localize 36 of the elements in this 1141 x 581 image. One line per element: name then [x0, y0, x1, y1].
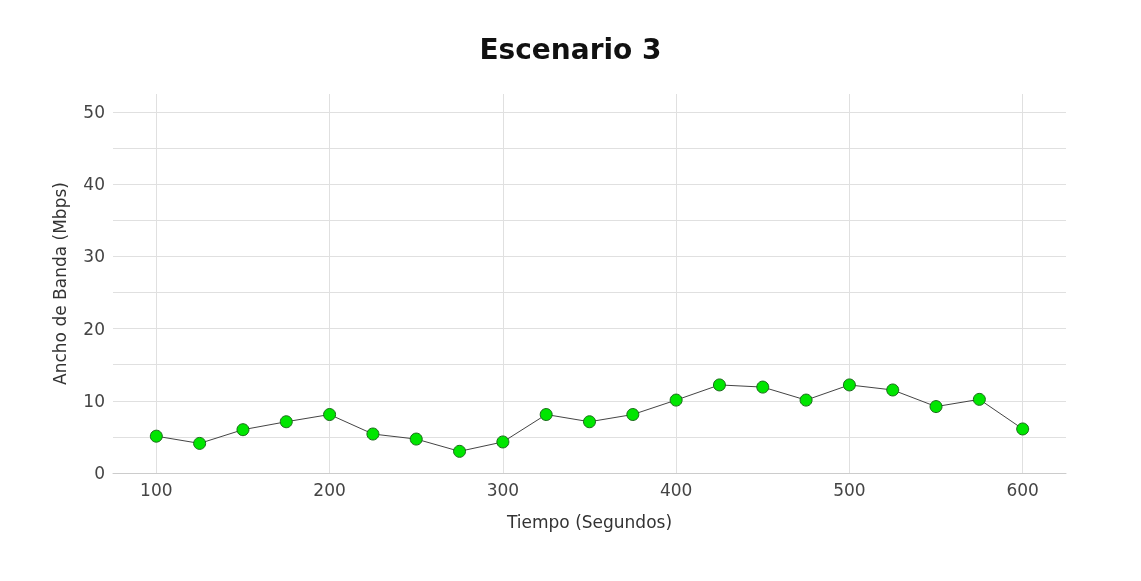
y-tick-label: 0 — [94, 463, 105, 483]
point — [799, 393, 813, 407]
point — [236, 423, 250, 437]
point — [366, 427, 380, 441]
point — [626, 408, 640, 422]
x-tick-label: 100 — [140, 479, 173, 500]
point — [972, 392, 986, 406]
point — [193, 436, 207, 450]
x-tick-label: 600 — [1006, 479, 1039, 500]
point — [323, 408, 337, 422]
x-tick-label: 400 — [659, 479, 693, 500]
point — [583, 415, 596, 429]
point — [842, 378, 856, 392]
y-tick-label: 20 — [83, 318, 105, 339]
point — [669, 393, 683, 407]
x-tick-label: 500 — [833, 479, 866, 500]
y-tick-label: 40 — [83, 174, 105, 195]
y-tick-label: 50 — [83, 102, 105, 123]
point — [929, 400, 943, 414]
point — [886, 383, 900, 397]
point — [712, 378, 726, 392]
x-tick-label: 300 — [486, 479, 520, 500]
point — [453, 444, 467, 458]
y-axis-title: Ancho de Banda (Mbps) — [49, 182, 70, 385]
x-axis-title: Tiempo (Segundos) — [505, 511, 673, 532]
point — [756, 380, 770, 394]
y-tick-label: 10 — [83, 390, 105, 411]
point — [279, 415, 293, 429]
point — [496, 435, 510, 449]
point — [409, 432, 423, 446]
y-tick-label: 30 — [83, 246, 105, 267]
point — [539, 408, 553, 422]
point — [149, 429, 163, 443]
point — [1016, 422, 1030, 436]
x-tick-label: 200 — [313, 479, 346, 500]
chart-title: Escenario 3 — [479, 32, 662, 66]
